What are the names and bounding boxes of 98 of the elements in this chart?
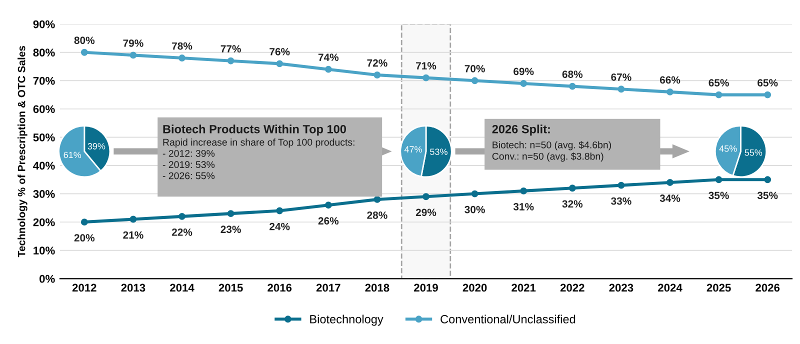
point xyxy=(471,190,478,198)
data-label: 22% xyxy=(172,228,192,236)
y-tick-label: 90% xyxy=(33,20,55,28)
point xyxy=(471,77,478,84)
y-axis-title: Technology % of Prescription & OTC Sales xyxy=(18,46,28,258)
point xyxy=(764,176,772,184)
annotation: 2026 Split: xyxy=(492,124,550,136)
data-label: 74% xyxy=(318,54,339,61)
legend-label: Biotechnology xyxy=(310,314,384,326)
point xyxy=(227,57,234,64)
point xyxy=(715,176,722,184)
data-label: 20% xyxy=(74,234,95,242)
data-label: 76% xyxy=(270,48,290,56)
data-label: 80% xyxy=(74,36,95,44)
data-label: 33% xyxy=(611,197,632,205)
point xyxy=(666,88,674,96)
data-label: 66% xyxy=(660,76,680,84)
point xyxy=(666,179,674,186)
data-label: 47% xyxy=(404,146,422,153)
annotation: Biotech Products Within Top 100 xyxy=(163,124,346,136)
point xyxy=(618,182,625,189)
point xyxy=(568,82,576,90)
data-label: 77% xyxy=(220,45,241,53)
point xyxy=(324,202,332,209)
point xyxy=(324,66,332,73)
x-tick-label: 2024 xyxy=(658,284,682,292)
point xyxy=(130,52,137,59)
point xyxy=(276,207,284,214)
data-label: 70% xyxy=(464,64,485,72)
data-label: 68% xyxy=(562,70,583,78)
y-tick-label: 60% xyxy=(33,105,55,114)
data-label: 78% xyxy=(172,42,192,50)
y-tick-label: 70% xyxy=(33,76,55,85)
point xyxy=(130,216,137,223)
data-label: 30% xyxy=(464,206,485,214)
data-label: 34% xyxy=(660,194,680,202)
data-label: 23% xyxy=(220,226,241,234)
x-tick-label: 2021 xyxy=(512,284,536,292)
data-label: 28% xyxy=(367,212,388,219)
point xyxy=(618,86,625,93)
data-label: 71% xyxy=(416,62,436,70)
data-label: 65% xyxy=(758,79,778,86)
data-label: 53% xyxy=(430,148,448,155)
x-tick-label: 2013 xyxy=(121,284,146,292)
data-label: 24% xyxy=(270,222,290,230)
data-label: 32% xyxy=(562,200,583,208)
point xyxy=(276,60,284,68)
data-label: 79% xyxy=(123,40,144,47)
annotation: Rapid increase in share of Top 100 products: - 2012: 39% - 2019: 53% - 2026: 55% xyxy=(162,138,354,180)
legend-label: Conventional/Unclassified xyxy=(440,314,576,324)
data-label: 61% xyxy=(64,152,82,158)
data-label: 45% xyxy=(719,145,737,152)
x-tick-label: 2016 xyxy=(268,284,292,292)
y-tick-label: 20% xyxy=(33,218,55,226)
point xyxy=(178,212,186,220)
point xyxy=(520,187,528,194)
y-tick-label: 30% xyxy=(33,190,55,198)
point xyxy=(374,196,381,203)
x-tick-label: 2014 xyxy=(170,284,194,292)
y-tick-label: 50% xyxy=(33,133,55,142)
point xyxy=(422,193,430,200)
x-tick-label: 2026 xyxy=(756,284,780,292)
data-label: 35% xyxy=(708,192,729,200)
x-tick-label: 2025 xyxy=(706,284,731,292)
point xyxy=(178,54,186,62)
y-tick-label: 40% xyxy=(33,162,55,170)
x-tick-label: 2018 xyxy=(365,284,390,292)
data-label: 69% xyxy=(514,68,534,76)
x-tick-label: 2023 xyxy=(609,284,634,292)
point xyxy=(568,184,576,192)
y-tick-label: 80% xyxy=(33,48,55,56)
point xyxy=(520,80,528,87)
data-label: 26% xyxy=(318,217,339,225)
point xyxy=(227,210,234,218)
y-tick-label: 10% xyxy=(34,246,55,254)
point xyxy=(80,218,88,226)
data-label: 72% xyxy=(367,59,388,67)
x-tick-label: 2017 xyxy=(316,284,340,292)
data-label: 65% xyxy=(708,79,729,86)
x-tick-label: 2022 xyxy=(560,284,584,292)
data-label: 39% xyxy=(88,143,106,150)
x-tick-label: 2015 xyxy=(218,284,243,292)
x-tick-label: 2020 xyxy=(462,284,487,292)
annotation: Biotech: n=50 (avg. $4.6bn) Conv.: n=50 (avg. $3.8bn) xyxy=(492,141,611,162)
point xyxy=(715,91,722,98)
x-tick-label: 2019 xyxy=(414,284,438,292)
point xyxy=(80,48,88,56)
data-label: 35% xyxy=(757,192,778,200)
data-label: 21% xyxy=(123,231,144,239)
data-label: 67% xyxy=(611,73,632,81)
point xyxy=(374,72,381,78)
data-label: 29% xyxy=(416,208,436,216)
y-tick-label: 0% xyxy=(40,274,55,283)
data-label: 55% xyxy=(744,149,762,156)
point xyxy=(422,74,430,82)
point xyxy=(764,91,772,98)
x-tick-label: 2012 xyxy=(72,284,96,292)
data-label: 31% xyxy=(513,203,534,210)
